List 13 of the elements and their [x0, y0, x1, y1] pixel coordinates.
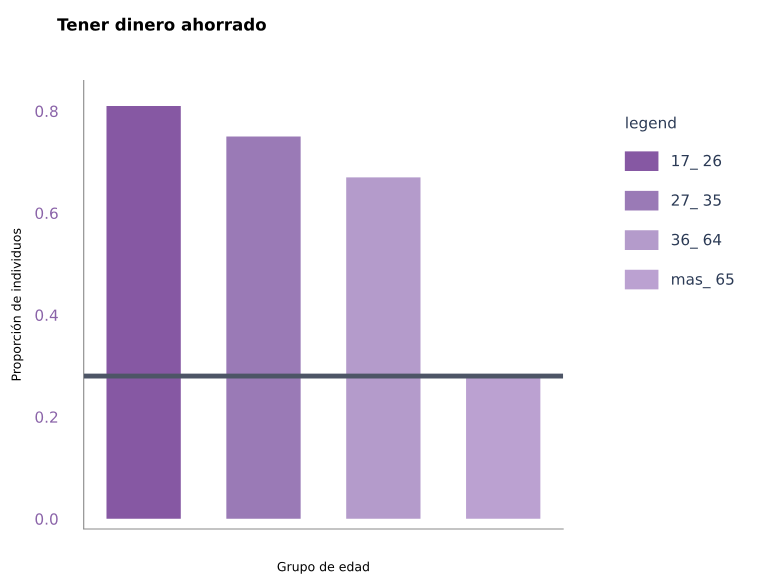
legend-label: 27_ 35: [672, 194, 721, 210]
y-tick-label: 0.6: [35, 207, 58, 220]
legend-label: 17_ 26: [672, 154, 722, 170]
y-tick-label: 0.4: [35, 309, 58, 321]
x-axis-title: Grupo de edad: [278, 562, 369, 574]
y-tick-label: 0.2: [35, 411, 58, 423]
y-axis-title: Proporción de individuos: [10, 228, 24, 380]
legend-title: legend: [626, 116, 676, 132]
y-tick-label: 0.0: [35, 513, 58, 525]
legend-label: 36_ 64: [672, 234, 722, 249]
chart-title: Tener dinero ahorrado: [57, 18, 266, 31]
y-tick-label: 0.8: [35, 106, 58, 118]
legend-label: mas_ 65: [672, 273, 734, 288]
